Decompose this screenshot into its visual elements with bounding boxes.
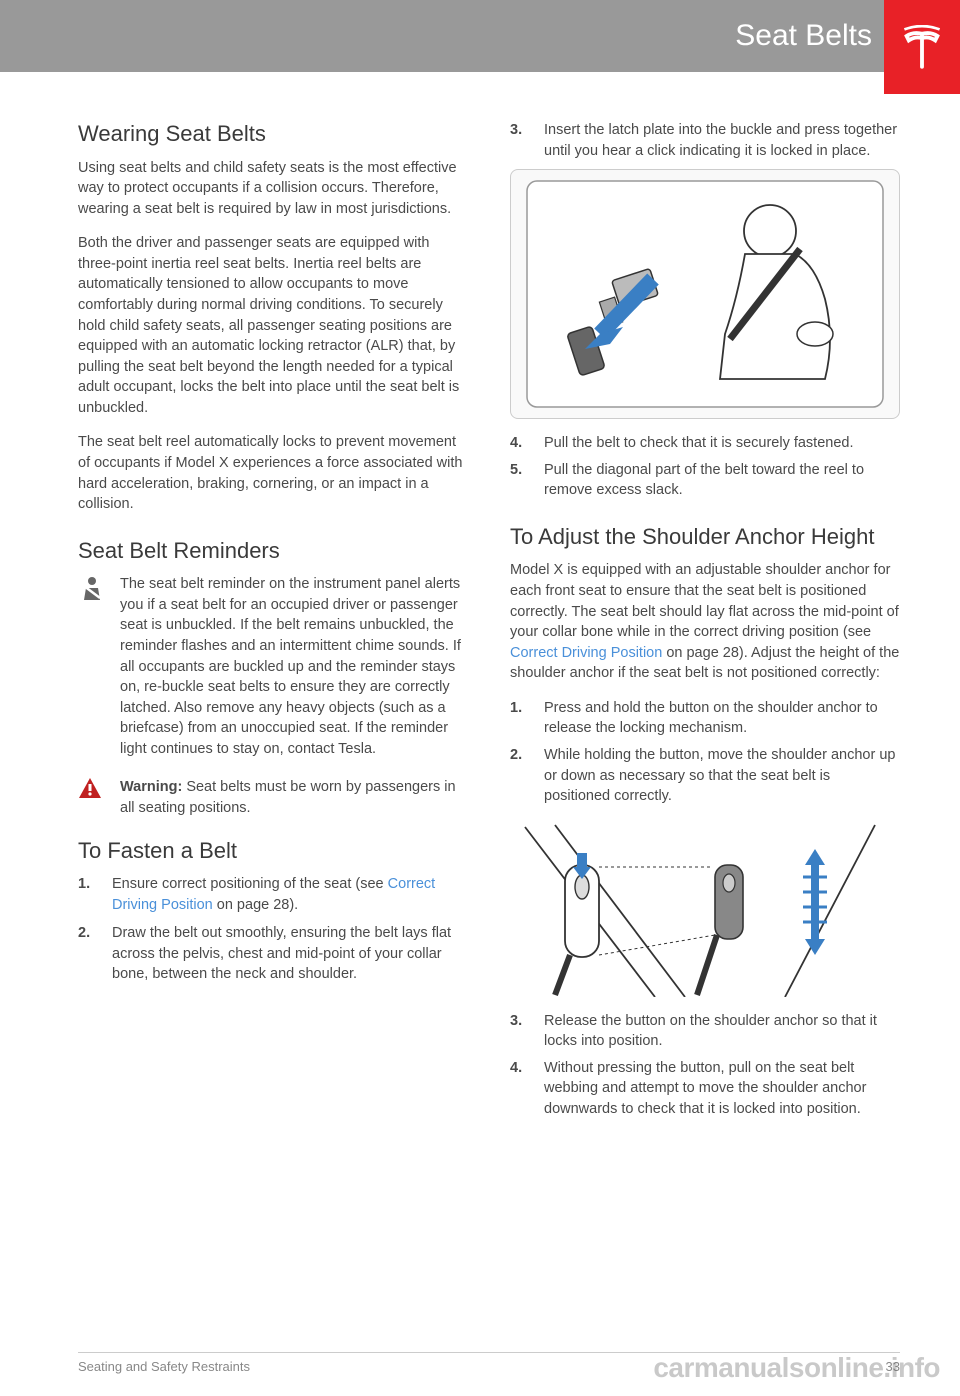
heading-to-fasten-a-belt: To Fasten a Belt — [78, 837, 468, 865]
step-4-text: Pull the belt to check that it is secure… — [544, 433, 854, 454]
fasten-step-4: 4. Pull the belt to check that it is sec… — [510, 433, 900, 454]
adjust-step-2: 2. While holding the button, move the sh… — [510, 745, 900, 807]
step-num: 5. — [510, 460, 544, 501]
warning-icon — [78, 777, 106, 818]
adjust-3-text: Release the button on the shoulder ancho… — [544, 1011, 900, 1052]
step-num: 1. — [510, 698, 544, 739]
fasten-step-5: 5. Pull the diagonal part of the belt to… — [510, 460, 900, 501]
seatbelt-reminder-icon — [78, 574, 106, 759]
adjust-4-text: Without pressing the button, pull on the… — [544, 1058, 900, 1120]
heading-seat-belt-reminders: Seat Belt Reminders — [78, 537, 468, 565]
para-adjust: Model X is equipped with an adjustable s… — [510, 560, 900, 683]
watermark: carmanualsonline.info — [653, 1352, 940, 1384]
para-intro: Using seat belts and child safety seats … — [78, 158, 468, 220]
step-2-text: Draw the belt out smoothly, ensuring the… — [112, 923, 468, 985]
header-title: Seat Belts — [735, 19, 872, 53]
fasten-steps-list: Ensure correct positioning of the seat (… — [78, 874, 468, 985]
warning-text: Warning: Seat belts must be worn by pass… — [120, 777, 468, 818]
step-5-text: Pull the diagonal part of the belt towar… — [544, 460, 900, 501]
fasten-step-3: 3. Insert the latch plate into the buckl… — [510, 120, 900, 161]
adjust-step-4: 4. Without pressing the button, pull on … — [510, 1058, 900, 1120]
list-item: Draw the belt out smoothly, ensuring the… — [78, 923, 468, 985]
buckle-illustration-svg — [525, 179, 885, 409]
adjust-pre: Model X is equipped with an adjustable s… — [510, 562, 899, 640]
step-3-text: Insert the latch plate into the buckle a… — [544, 120, 900, 161]
heading-adjust-shoulder-anchor: To Adjust the Shoulder Anchor Height — [510, 523, 900, 551]
footer-section: Seating and Safety Restraints — [78, 1359, 250, 1374]
brand-badge — [884, 0, 960, 94]
heading-wearing-seat-belts: Wearing Seat Belts — [78, 120, 468, 148]
step-1-pre: Ensure correct positioning of the seat (… — [112, 876, 388, 892]
adjust-step-3: 3. Release the button on the shoulder an… — [510, 1011, 900, 1052]
para-equipment: Both the driver and passenger seats are … — [78, 233, 468, 418]
brand-logo-icon — [900, 25, 944, 69]
step-num: 2. — [510, 745, 544, 807]
reminder-block: The seat belt reminder on the instrument… — [78, 574, 468, 759]
list-item: Ensure correct positioning of the seat (… — [78, 874, 468, 915]
step-num: 4. — [510, 1058, 544, 1120]
step-num: 3. — [510, 120, 544, 161]
adjust-step-1: 1. Press and hold the button on the shou… — [510, 698, 900, 739]
reminder-text: The seat belt reminder on the instrument… — [120, 574, 468, 759]
page-header: Seat Belts — [0, 0, 960, 72]
step-num: 3. — [510, 1011, 544, 1052]
left-column: Wearing Seat Belts Using seat belts and … — [78, 120, 468, 1126]
warning-label: Warning: — [120, 779, 182, 795]
content-area: Wearing Seat Belts Using seat belts and … — [0, 72, 960, 1126]
link-correct-driving-position-2[interactable]: Correct Driving Position — [510, 645, 662, 661]
adjust-1-text: Press and hold the button on the shoulde… — [544, 698, 900, 739]
adjust-2-text: While holding the button, move the shoul… — [544, 745, 900, 807]
step-num: 4. — [510, 433, 544, 454]
right-column: 3. Insert the latch plate into the buckl… — [510, 120, 900, 1126]
illustration-shoulder-anchor — [510, 817, 900, 997]
illustration-buckle — [510, 169, 900, 419]
warning-block: Warning: Seat belts must be worn by pass… — [78, 777, 468, 818]
step-1-post: on page 28). — [213, 897, 298, 913]
shoulder-anchor-svg — [515, 817, 895, 997]
para-autolock: The seat belt reel automatically locks t… — [78, 432, 468, 514]
